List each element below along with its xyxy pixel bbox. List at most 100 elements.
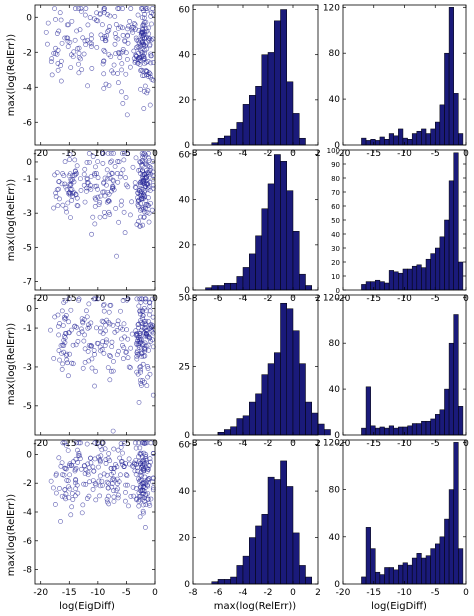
- point-r2c1-241: [93, 164, 98, 170]
- point-r1c1-195: [125, 40, 131, 46]
- point-r1c1-278: [65, 35, 71, 41]
- bar-r4c3-10: [407, 564, 413, 585]
- ytick-label-r2c3-5: 50: [331, 217, 340, 225]
- bar-r2c3-19: [448, 180, 454, 291]
- point-r1c1-224: [76, 70, 82, 76]
- point-r2c1-24: [138, 214, 143, 220]
- point-r3c1-96: [142, 296, 148, 302]
- point-r2c1-128: [114, 170, 120, 176]
- point-r2c1-83: [132, 184, 138, 190]
- point-r4c1-181: [96, 464, 101, 470]
- point-r4c1-114: [139, 465, 145, 470]
- point-r1c1-178: [102, 49, 108, 55]
- bar-r4c3-5: [384, 567, 390, 585]
- point-r3c1-178: [115, 321, 121, 327]
- bar-r1c3-18: [444, 52, 450, 146]
- bar-r3c3-19: [448, 342, 454, 436]
- point-r1c1-13: [150, 6, 155, 11]
- bar-r4c2-2: [224, 579, 231, 585]
- xtick-label-r2c1-2: -10: [91, 294, 106, 304]
- bar-r4c3-8: [398, 564, 404, 585]
- point-r1c1-202: [100, 36, 105, 41]
- xtick-label-r4c1-0: -20: [33, 588, 48, 598]
- ytick-label-r4c3-3: 120: [323, 438, 340, 448]
- point-r4c1-127: [115, 447, 121, 453]
- point-r3c1-211: [120, 342, 125, 348]
- ytick-label-r3c3-1: 40: [329, 385, 341, 395]
- point-r3c1-215: [86, 342, 92, 348]
- point-r3c1-158: [105, 365, 111, 371]
- point-r2c1-127: [89, 231, 94, 237]
- bar-r3c2-6: [255, 393, 262, 436]
- ytick-label-r1c3-3: 120: [323, 3, 340, 13]
- point-r4c1-128: [118, 444, 124, 450]
- point-r3c1-183: [108, 368, 114, 374]
- point-r3c1-107: [134, 296, 140, 302]
- point-r1c1-58: [141, 89, 147, 94]
- xtick-label-r3c3-1: -15: [366, 439, 381, 449]
- point-r4c1-143: [115, 486, 121, 492]
- point-r2c1-90: [138, 207, 143, 213]
- ytick-label-r1c1-2: -4: [23, 83, 32, 93]
- point-r2c1-109: [137, 167, 143, 173]
- bar-r3c3-15: [430, 418, 436, 436]
- point-r3c1-172: [106, 309, 112, 315]
- point-r2c1-160: [111, 178, 116, 184]
- bar-r4c3-14: [425, 555, 431, 585]
- point-r1c1-148: [120, 6, 125, 11]
- point-r4c1-207: [82, 471, 88, 477]
- point-r3c1-241: [60, 361, 65, 367]
- point-r3c1-142: [128, 345, 134, 351]
- point-r2c1-115: [140, 191, 146, 197]
- point-r3c1-105: [145, 366, 151, 371]
- point-r2c1-143: [140, 186, 146, 192]
- bar-r4c2-14: [299, 565, 306, 585]
- bar-r3c2-15: [311, 412, 319, 436]
- point-r1c1-191: [101, 47, 107, 53]
- point-r1c1-171: [148, 51, 154, 57]
- bar-r3c3-1: [365, 386, 371, 436]
- point-r3c1-128: [118, 308, 123, 314]
- point-r3c1-165: [94, 340, 100, 346]
- point-r1c1-266: [73, 6, 78, 11]
- bar-r1c3-3: [375, 140, 381, 146]
- point-r2c1-212: [110, 184, 116, 190]
- point-r2c1-71: [130, 164, 136, 170]
- xlabel-col-2: max(log(RelErr)): [214, 601, 297, 612]
- point-r1c1-256: [54, 31, 60, 36]
- point-r3c1-279: [66, 330, 72, 336]
- bar-r4c2-8: [261, 514, 269, 585]
- point-r2c1-96: [143, 203, 148, 209]
- ytick-label-r1c2-2: 40: [179, 51, 191, 61]
- point-r4c1-48: [130, 484, 136, 490]
- point-r1c1-206: [87, 40, 93, 46]
- point-r3c1-171: [129, 331, 135, 337]
- point-r1c1-117: [139, 29, 145, 35]
- point-r2c1-251: [60, 171, 66, 176]
- point-r2c1-191: [143, 176, 149, 181]
- point-r4c1-107: [138, 469, 144, 475]
- bar-r3c3-11: [411, 423, 418, 436]
- bar-r2c3-14: [425, 258, 431, 291]
- bar-r4c3-9: [402, 562, 408, 585]
- point-r4c1-77: [148, 440, 154, 446]
- point-r2c1-177: [120, 151, 125, 156]
- bar-r2c2-9: [261, 208, 269, 291]
- point-r1c1-162: [141, 41, 147, 47]
- point-r3c1-213: [93, 296, 98, 302]
- point-r3c1-217: [86, 322, 91, 328]
- point-r3c1-126: [140, 361, 146, 367]
- point-r4c1-179: [111, 488, 116, 494]
- xtick-label-r4c1-3: -5: [122, 588, 131, 598]
- point-r2c1-113: [140, 194, 145, 200]
- xtick-label-r2c2-2: -4: [239, 294, 248, 304]
- bar-r3c2-14: [305, 401, 312, 436]
- point-r2c1-184: [111, 151, 116, 156]
- bar-r2c3-0: [361, 284, 367, 291]
- bar-r2c2-15: [299, 273, 306, 291]
- point-r1c1-127: [101, 71, 107, 77]
- point-r4c1-163: [117, 455, 123, 461]
- bar-r2c3-16: [435, 247, 441, 291]
- bar-r2c3-13: [421, 267, 427, 291]
